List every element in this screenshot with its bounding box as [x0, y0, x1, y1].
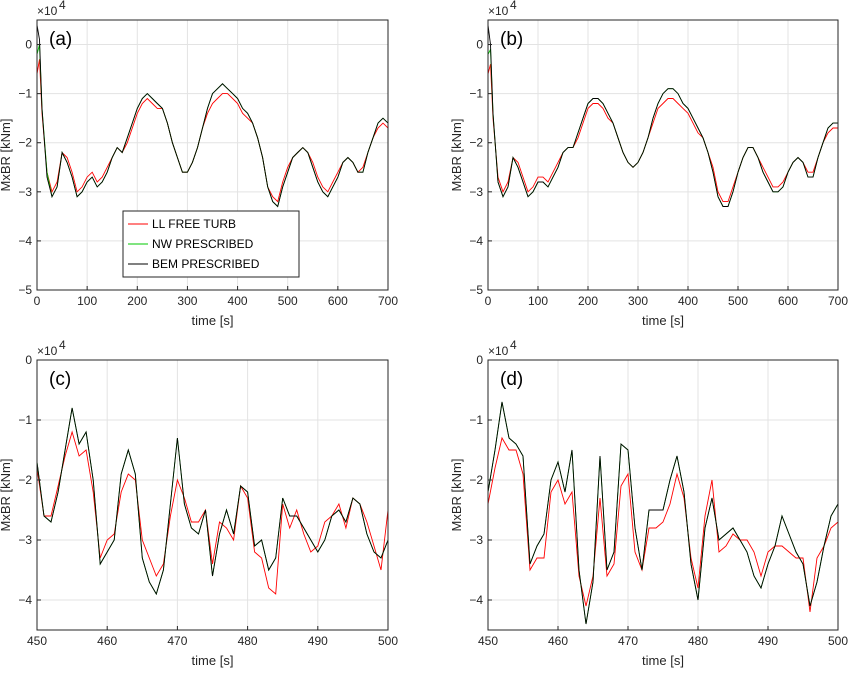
- x-tick-label-7: 700: [828, 294, 848, 308]
- y-tick-label-2: −3: [469, 185, 483, 199]
- legend-label-0: LL FREE TURB: [152, 217, 236, 231]
- x-tick-label-1: 460: [548, 634, 568, 648]
- y-tick-label-3: −2: [18, 136, 32, 150]
- x-tick-label-3: 480: [238, 634, 258, 648]
- y-exponent-power: 4: [510, 0, 517, 12]
- x-tick-label-1: 100: [77, 294, 97, 308]
- y-tick-label-0: −4: [18, 593, 32, 607]
- x-tick-label-2: 200: [578, 294, 598, 308]
- y-tick-label-2: −2: [469, 473, 483, 487]
- y-axis-label: MxBR [kNm]: [0, 459, 13, 532]
- chart-panel-1: 0 100 200 300 400 500 600 700 −5 −4 −3 −2 −1 0 ×10 4 tim…: [449, 0, 848, 328]
- panel-label: (b): [500, 29, 523, 50]
- x-tick-label-0: 450: [478, 634, 498, 648]
- chart-panel-2: 450 460 470 480 490 500 −4 −3 −2 −1 0 ×10 4 time [s] M…: [0, 338, 398, 668]
- x-tick-label-3: 300: [177, 294, 197, 308]
- x-tick-label-4: 400: [678, 294, 698, 308]
- y-tick-label-1: −3: [18, 533, 32, 547]
- y-tick-label-4: 0: [25, 353, 32, 367]
- chart-panel-3: 450 460 470 480 490 500 −4 −3 −2 −1 0 ×10 4 time [s] M…: [449, 338, 848, 668]
- y-exponent-power: 4: [59, 338, 66, 352]
- x-tick-label-5: 500: [728, 294, 748, 308]
- series-line-ll-free-turb: [488, 64, 838, 203]
- y-axis-label: MxBR [kNm]: [449, 119, 464, 192]
- y-tick-label-5: 0: [476, 38, 483, 52]
- y-tick-label-0: −5: [469, 283, 483, 297]
- x-tick-label-0: 0: [485, 294, 492, 308]
- chart-panel-0: 0 100 200 300 400 500 600 700 −5 −4 −3 −2 −1 0 ×10 4 tim…: [0, 0, 398, 328]
- x-tick-label-2: 470: [167, 634, 187, 648]
- y-tick-label-4: 0: [476, 353, 483, 367]
- series-line-bem-prescribed: [37, 24, 388, 208]
- panel-label: (c): [49, 369, 71, 390]
- axes-box: [487, 359, 839, 631]
- plot-area: [488, 20, 838, 290]
- x-tick-label-6: 600: [328, 294, 348, 308]
- x-tick-label-7: 700: [378, 294, 398, 308]
- plot-area: [37, 360, 388, 630]
- y-tick-label-5: 0: [25, 38, 32, 52]
- x-tick-label-5: 500: [378, 634, 398, 648]
- x-axis-label: time [s]: [642, 653, 684, 668]
- x-axis-label: time [s]: [642, 313, 684, 328]
- x-tick-label-3: 480: [688, 634, 708, 648]
- y-tick-label-2: −2: [18, 473, 32, 487]
- series-line-bem-prescribed: [37, 407, 388, 596]
- y-exponent-label: ×10: [488, 4, 509, 18]
- legend-label-1: NW PRESCRIBED: [152, 237, 254, 251]
- panel-label: (a): [49, 29, 72, 50]
- y-tick-label-4: −1: [469, 87, 483, 101]
- x-tick-label-5: 500: [828, 634, 848, 648]
- y-tick-label-3: −2: [469, 136, 483, 150]
- axes-box: [36, 359, 389, 631]
- y-exponent-label: ×10: [37, 344, 58, 358]
- y-tick-label-0: −5: [18, 283, 32, 297]
- x-tick-label-0: 450: [27, 634, 47, 648]
- axes-box: [36, 19, 389, 291]
- series-line-ll-free-turb: [37, 430, 388, 595]
- x-tick-label-2: 470: [618, 634, 638, 648]
- y-exponent-power: 4: [59, 0, 66, 12]
- legend: LL FREE TURB NW PRESCRIBED BEM PRESCRIBED: [122, 210, 300, 278]
- x-axis-label: time [s]: [192, 313, 234, 328]
- y-tick-label-1: −3: [469, 533, 483, 547]
- x-tick-label-6: 600: [778, 294, 798, 308]
- plot-area: [488, 360, 838, 630]
- series-line-bem-prescribed: [488, 24, 838, 207]
- y-exponent-power: 4: [510, 338, 517, 352]
- y-exponent-label: ×10: [488, 344, 509, 358]
- y-tick-label-1: −4: [469, 234, 483, 248]
- x-tick-label-4: 490: [758, 634, 778, 648]
- x-tick-label-3: 300: [628, 294, 648, 308]
- x-tick-label-0: 0: [34, 294, 41, 308]
- y-axis-label: MxBR [kNm]: [449, 459, 464, 532]
- y-tick-label-3: −1: [18, 413, 32, 427]
- x-tick-label-1: 100: [528, 294, 548, 308]
- x-tick-label-2: 200: [127, 294, 147, 308]
- x-tick-label-1: 460: [97, 634, 117, 648]
- y-axis-label: MxBR [kNm]: [0, 119, 13, 192]
- x-tick-label-4: 400: [228, 294, 248, 308]
- x-tick-label-5: 500: [278, 294, 298, 308]
- x-tick-label-4: 490: [308, 634, 328, 648]
- y-tick-label-3: −1: [469, 413, 483, 427]
- axes-box: [487, 19, 839, 291]
- series-line-ll-free-turb: [37, 59, 388, 203]
- series-line-bem-prescribed: [488, 401, 838, 625]
- y-tick-label-2: −3: [18, 185, 32, 199]
- series-line-ll-free-turb: [488, 436, 838, 613]
- x-axis-label: time [s]: [192, 653, 234, 668]
- y-tick-label-4: −1: [18, 87, 32, 101]
- panel-label: (d): [500, 369, 523, 390]
- y-tick-label-0: −4: [469, 593, 483, 607]
- legend-label-2: BEM PRESCRIBED: [152, 257, 260, 271]
- y-tick-label-1: −4: [18, 234, 32, 248]
- legend-box: [122, 210, 300, 278]
- y-exponent-label: ×10: [37, 4, 58, 18]
